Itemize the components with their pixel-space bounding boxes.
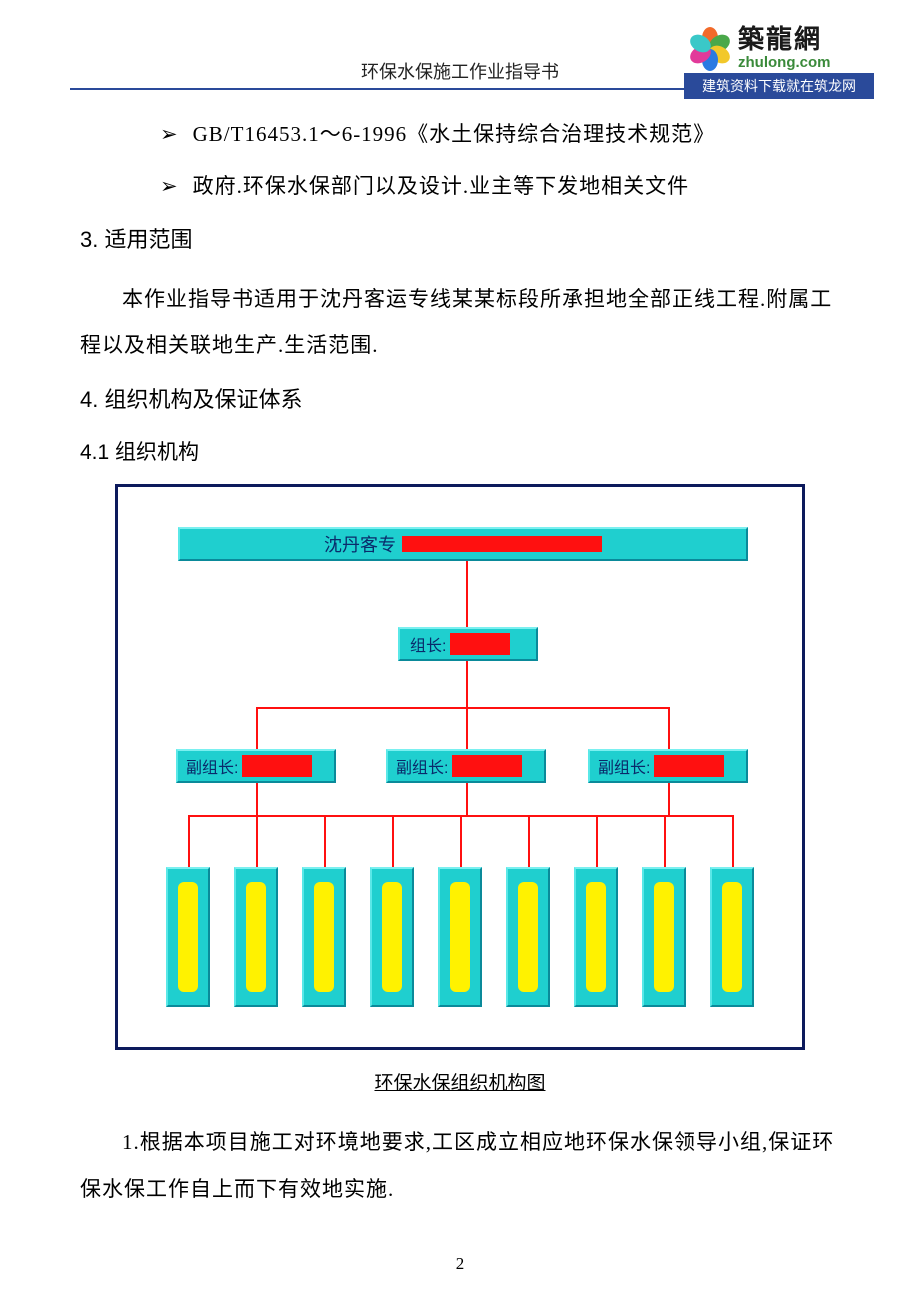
redaction-mark xyxy=(654,882,674,992)
org-bottom-box xyxy=(234,867,278,1007)
org-chart-note-1: 1.根据本项目施工对环境地要求,工区成立相应地环保水保领导小组,保证环保水保工作… xyxy=(80,1119,840,1211)
org-deputy-label: 副组长: xyxy=(186,754,238,778)
redaction-mark xyxy=(722,882,742,992)
triangle-bullet-icon: ➢ xyxy=(160,122,179,147)
bullet-item: ➢ GB/T16453.1～6-1996《水土保持综合治理技术规范》 xyxy=(160,118,850,148)
org-deputy-label: 副组长: xyxy=(396,754,448,778)
redaction-mark xyxy=(450,633,510,655)
org-bottom-box xyxy=(438,867,482,1007)
bullet-text: 政府.环保水保部门以及设计.业主等下发地相关文件 xyxy=(193,170,690,200)
section-heading-3: 3. 适用范围 xyxy=(80,222,850,254)
section-heading-4: 4. 组织机构及保证体系 xyxy=(80,382,850,414)
org-deputy-box: 副组长: xyxy=(386,749,546,783)
org-leader-label: 组长: xyxy=(410,632,446,656)
org-deputy-box: 副组长: xyxy=(588,749,748,783)
logo-en-text: zhulong.com xyxy=(738,55,831,72)
org-bottom-box xyxy=(574,867,618,1007)
org-bottom-box xyxy=(302,867,346,1007)
bullet-text: GB/T16453.1～6-1996《水土保持综合治理技术规范》 xyxy=(193,118,716,148)
section-heading-4-1: 4.1 组织机构 xyxy=(80,436,850,466)
bullet-item: ➢ 政府.环保水保部门以及设计.业主等下发地相关文件 xyxy=(160,170,850,200)
triangle-bullet-icon: ➢ xyxy=(160,174,179,199)
org-leader-box: 组长: xyxy=(398,627,538,661)
redaction-mark xyxy=(314,882,334,992)
logo-flower-icon xyxy=(688,27,732,71)
logo-cn-text: 築龍網 xyxy=(738,26,831,55)
page-number: 2 xyxy=(0,1254,920,1274)
redaction-mark xyxy=(654,755,724,777)
site-logo: 築龍網 zhulong.com 建筑资料下载就在筑龙网 xyxy=(684,24,874,99)
page-header: 环保水保施工作业指导书 築龍網 zhulong.com 建筑资料下载就在筑龙网 xyxy=(70,40,850,90)
org-chart: 沈丹客专组长: 副组长: 副组长: 副组长: xyxy=(115,484,805,1050)
org-top-label: 沈丹客专 xyxy=(324,531,396,557)
redaction-mark xyxy=(242,755,312,777)
org-top-box: 沈丹客专 xyxy=(178,527,748,561)
org-bottom-box xyxy=(506,867,550,1007)
redaction-mark xyxy=(450,882,470,992)
redaction-mark xyxy=(246,882,266,992)
org-bottom-box xyxy=(370,867,414,1007)
org-bottom-box xyxy=(642,867,686,1007)
redaction-mark xyxy=(452,755,522,777)
redaction-mark xyxy=(402,536,602,552)
org-deputy-box: 副组长: xyxy=(176,749,336,783)
logo-banner: 建筑资料下载就在筑龙网 xyxy=(684,73,874,99)
org-deputy-label: 副组长: xyxy=(598,754,650,778)
redaction-mark xyxy=(586,882,606,992)
redaction-mark xyxy=(518,882,538,992)
redaction-mark xyxy=(178,882,198,992)
org-chart-caption: 环保水保组织机构图 xyxy=(70,1068,850,1095)
section-3-body: 本作业指导书适用于沈丹客运专线某某标段所承担地全部正线工程.附属工程以及相关联地… xyxy=(80,276,840,368)
redaction-mark xyxy=(382,882,402,992)
org-bottom-box xyxy=(710,867,754,1007)
org-bottom-box xyxy=(166,867,210,1007)
